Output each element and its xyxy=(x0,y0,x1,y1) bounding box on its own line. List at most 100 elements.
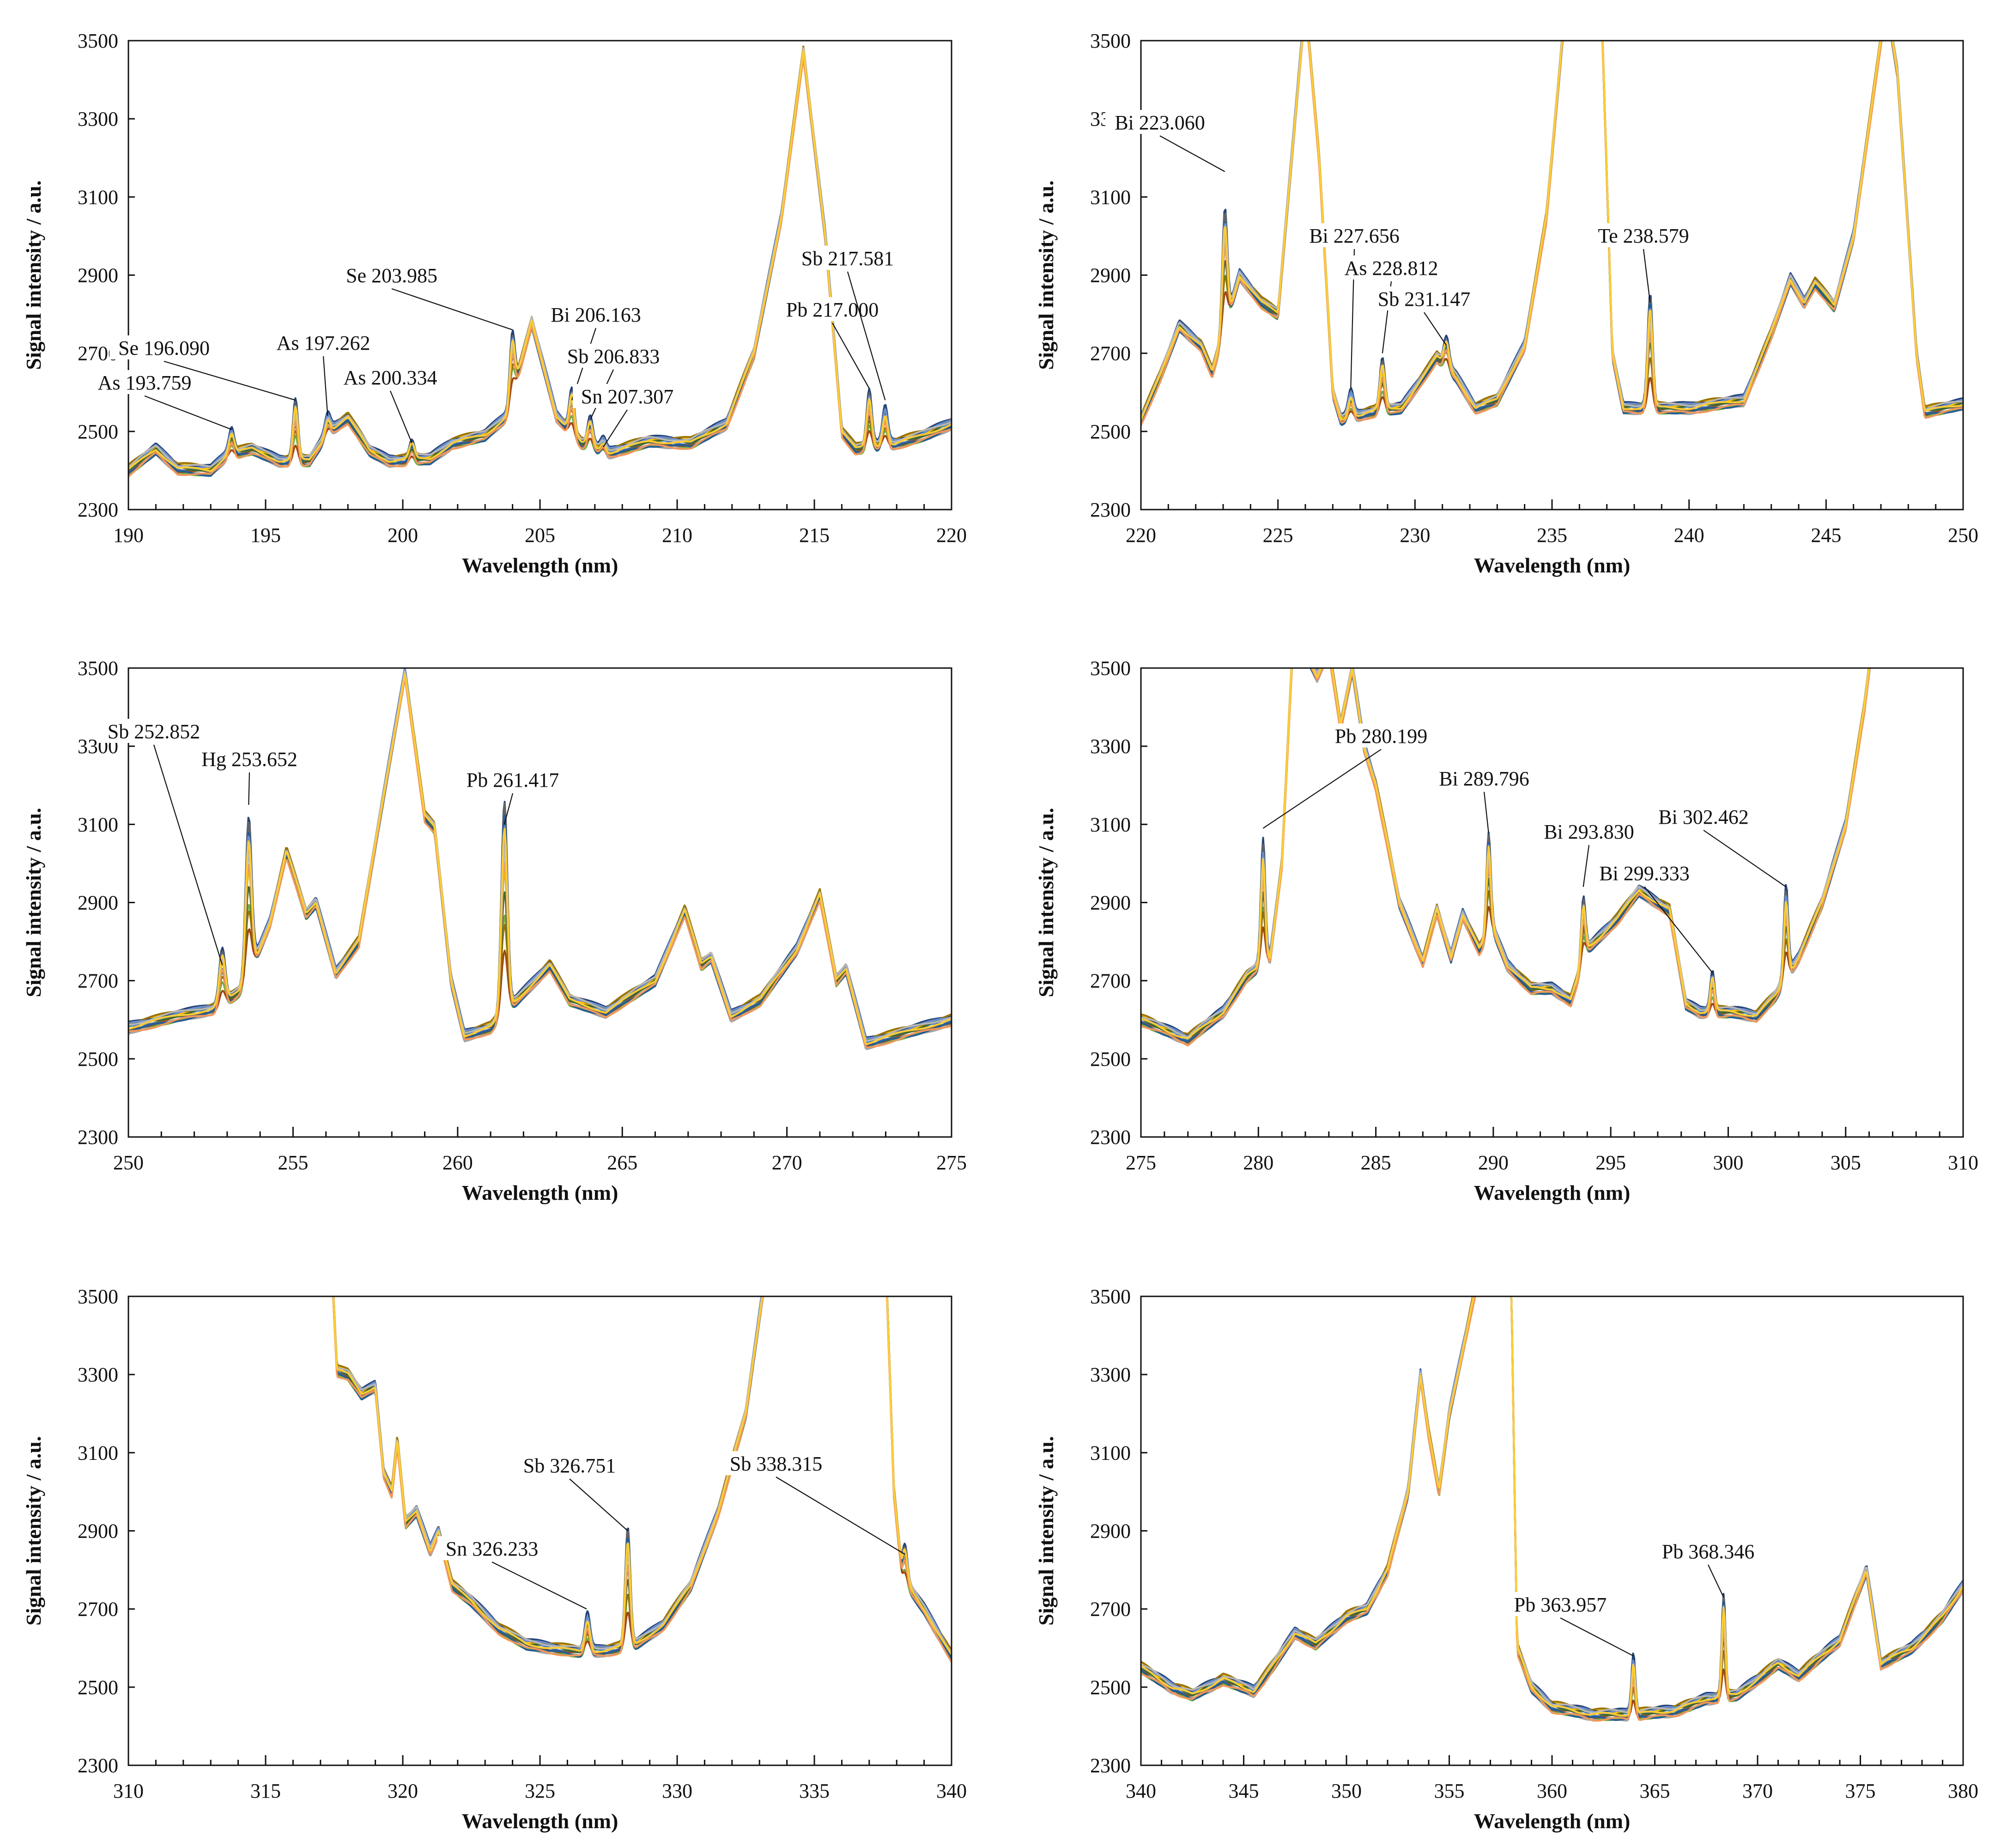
annotation-label: Hg 253.652 xyxy=(201,748,297,771)
annotation-leader xyxy=(569,1478,628,1532)
series-line-12 xyxy=(1141,1296,1963,1716)
series-line-13 xyxy=(332,1296,952,1655)
series-line-15 xyxy=(1141,41,1963,419)
x-tick-label: 295 xyxy=(1595,1151,1626,1174)
y-tick-label: 3300 xyxy=(1090,1363,1131,1386)
y-axis-title: Signal intensity / a.u. xyxy=(22,1436,45,1625)
annotation-label: Bi 206.163 xyxy=(551,304,641,326)
annotation-bg xyxy=(1534,819,1643,843)
annotation-bg xyxy=(1370,286,1479,310)
x-tick-label: 275 xyxy=(1126,1151,1156,1174)
x-tick-label: 320 xyxy=(388,1780,418,1802)
y-tick-label: 2900 xyxy=(78,892,118,914)
series-line-4 xyxy=(1141,41,1963,419)
annotation-label: As 228.812 xyxy=(1345,257,1438,280)
x-tick-label: 360 xyxy=(1537,1780,1567,1802)
chart-panel-middle-right: 275 280 285 290 295 300 305 310 2300 2500 2700 2900… xyxy=(1034,657,1978,1204)
x-tick-label: 305 xyxy=(1831,1151,1861,1174)
series-line-11 xyxy=(1141,1296,1963,1721)
x-tick-label: 330 xyxy=(662,1780,692,1802)
y-tick-label: 2300 xyxy=(78,498,118,521)
y-tick-label: 2300 xyxy=(78,1126,118,1149)
annotation-bg xyxy=(1589,223,1698,247)
annotation-label: Bi 223.060 xyxy=(1115,111,1205,134)
x-tick-label: 325 xyxy=(525,1780,555,1802)
x-tick-label: 200 xyxy=(388,524,418,547)
x-tick-label: 300 xyxy=(1713,1151,1743,1174)
x-tick-label: 280 xyxy=(1243,1151,1273,1174)
annotation-bg xyxy=(1327,723,1436,748)
chart-panel-top-left: 190 195 200 205 210 215 2202300250027002900310… xyxy=(22,30,967,577)
annotation-leader xyxy=(776,1477,905,1555)
y-tick-label: 3100 xyxy=(78,186,118,208)
series-line-16 xyxy=(128,49,952,472)
y-tick-label: 2700 xyxy=(78,1598,118,1621)
x-tick-label: 220 xyxy=(1126,524,1156,547)
y-tick-label: 2500 xyxy=(1090,1048,1131,1070)
annotation-bg xyxy=(1649,804,1758,828)
annotation-bg xyxy=(1105,110,1214,134)
annotation-leader xyxy=(1483,791,1489,833)
annotation-leader xyxy=(832,322,870,389)
annotation-label: Sb 206.833 xyxy=(567,345,660,368)
y-tick-label: 2500 xyxy=(78,1048,118,1070)
series-line-4 xyxy=(333,1296,952,1653)
x-tick-label: 350 xyxy=(1331,1780,1362,1802)
annotation-label: Pb 363.957 xyxy=(1514,1593,1607,1616)
y-tick-label: 3100 xyxy=(78,1441,118,1464)
series-line-9 xyxy=(128,676,952,1047)
x-tick-label: 190 xyxy=(113,524,144,547)
y-tick-label: 3100 xyxy=(1090,813,1131,836)
x-tick-label: 220 xyxy=(936,524,967,547)
annotation-bg xyxy=(458,767,567,791)
annotation-leader xyxy=(1703,830,1787,888)
annotation-label: Sn 326.233 xyxy=(446,1538,538,1560)
annotation-bg xyxy=(99,719,208,743)
series-group xyxy=(1141,1296,1963,1722)
x-tick-label: 235 xyxy=(1537,524,1567,547)
y-axis-title: Signal intensity / a.u. xyxy=(1034,1436,1058,1625)
x-tick-label: 340 xyxy=(936,1780,967,1802)
series-line-6 xyxy=(332,1296,952,1661)
y-tick-label: 2700 xyxy=(1090,970,1131,992)
series-line-1 xyxy=(1141,1296,1963,1717)
annotation-leader xyxy=(1644,886,1713,973)
annotation-leader xyxy=(1159,135,1225,172)
y-tick-label: 2700 xyxy=(78,970,118,992)
annotation-bg xyxy=(1590,861,1699,885)
series-line-16 xyxy=(332,1296,952,1655)
series-line-14 xyxy=(332,1296,952,1663)
series-group xyxy=(128,45,952,478)
annotation-leader xyxy=(153,744,223,966)
annotation-leader xyxy=(164,360,296,401)
series-line-11 xyxy=(1141,41,1963,426)
chart-panel-bottom-right: 340 345 350 355 360 365 370 375 380 2300 2500 2700 2… xyxy=(1034,1285,1978,1833)
x-tick-label: 240 xyxy=(1674,524,1704,547)
series-line-5 xyxy=(1141,41,1963,421)
x-tick-label: 335 xyxy=(799,1780,830,1802)
series-line-3 xyxy=(1141,1296,1963,1722)
y-tick-label: 3500 xyxy=(78,657,118,680)
annotation-label: Sb 338.315 xyxy=(730,1453,822,1475)
y-tick-label: 2500 xyxy=(1090,1676,1131,1699)
y-axis-title: Signal intensity / a.u. xyxy=(1034,180,1058,370)
annotation-leader xyxy=(389,390,412,444)
x-axis-title: Wavelength (nm) xyxy=(1474,1809,1631,1833)
annotation-label: Bi 227.656 xyxy=(1309,225,1400,247)
annotation-label: Bi 299.333 xyxy=(1599,862,1690,885)
y-tick-label: 2700 xyxy=(1090,342,1131,365)
plot-frame xyxy=(1140,40,1964,511)
series-line-7 xyxy=(333,1296,952,1654)
annotation-leader xyxy=(1643,249,1651,303)
annotation-label: Pb 368.346 xyxy=(1662,1540,1754,1563)
annotation-label: Te 238.579 xyxy=(1598,225,1689,247)
series-line-15 xyxy=(1141,1296,1963,1714)
series-line-10 xyxy=(333,1296,952,1651)
y-tick-label: 3500 xyxy=(1090,657,1131,680)
annotation-leader xyxy=(322,356,328,416)
x-tick-label: 195 xyxy=(250,524,281,547)
annotation-bg xyxy=(1300,223,1409,247)
annotation-label: Pb 261.417 xyxy=(467,769,559,791)
series-line-16 xyxy=(1141,1296,1963,1717)
